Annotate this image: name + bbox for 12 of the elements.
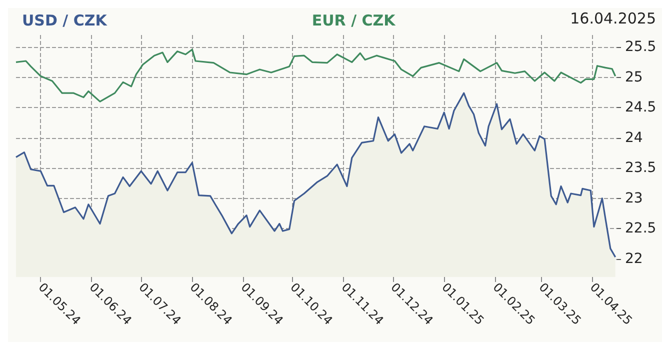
text: 16.04.2025 (570, 10, 656, 28)
y-tick-label: 24.5 (625, 100, 656, 116)
text: USD / CZK (22, 12, 108, 30)
y-tick-label: 23 (625, 190, 643, 206)
y-tick-label: 24 (625, 130, 643, 146)
y-tick-label: 22 (625, 250, 643, 267)
line-series (15, 48, 616, 102)
y-tick-label: 22.5 (625, 220, 656, 237)
y-tick-label: 25.5 (625, 39, 656, 56)
y-tick-label: 25 (625, 69, 643, 86)
series-label: EUR / CZK (312, 12, 397, 30)
y-tick-label: 23.5 (625, 160, 656, 176)
